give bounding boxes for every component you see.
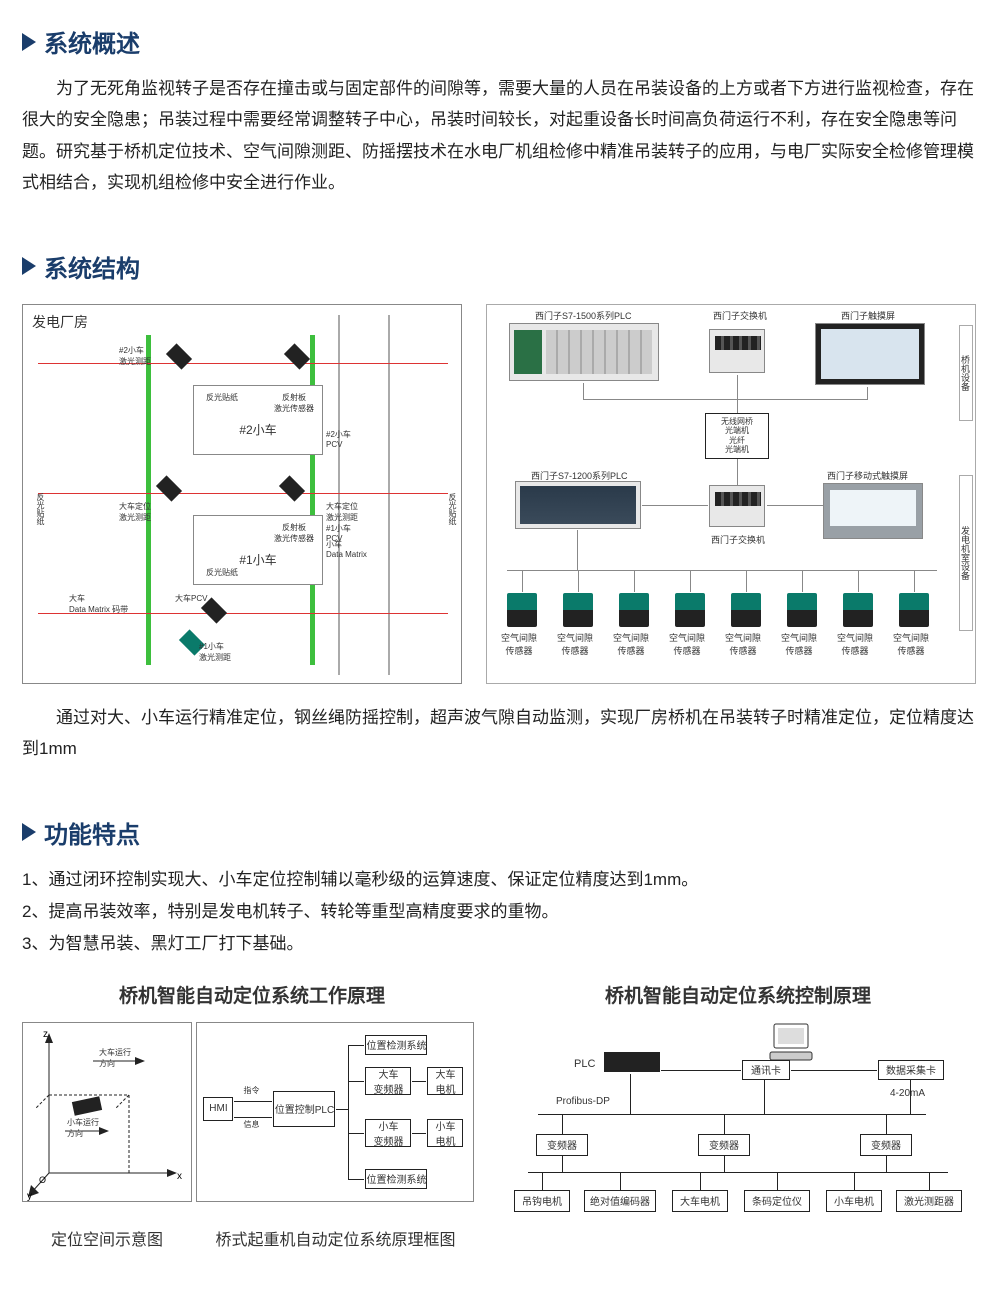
feature-1: 1、通过闭环控制实现大、小车定位控制辅以毫秒级的运算速度、保证定位精度达到1mm… — [22, 864, 978, 896]
sensor-icon — [166, 343, 192, 369]
air-sensor-icon — [619, 593, 649, 627]
section-header-features: 功能特点 — [22, 815, 978, 850]
computer-icon — [768, 1022, 814, 1062]
air-sensor-icon — [507, 593, 537, 627]
plc-1200 — [515, 481, 641, 529]
svg-text:O: O — [39, 1175, 46, 1185]
section-header-overview: 系统概述 — [22, 24, 978, 59]
coord-diagram: zxy O 大车运行 方向 小车运行 方向 — [22, 1022, 192, 1202]
caption-1: 定位空间示意图 — [22, 1226, 192, 1250]
caption-2: 桥式起重机自动定位系统原理框图 — [196, 1226, 474, 1250]
triangle-icon — [22, 257, 36, 275]
plc-icon — [604, 1052, 660, 1072]
triangle-icon — [22, 823, 36, 841]
sensor-icon — [279, 475, 305, 501]
plant-title: 发电厂房 — [32, 312, 88, 332]
bt-title-right: 桥机智能自动定位系统控制原理 — [498, 981, 978, 1008]
wireless-box: 无线网桥 光端机 光纤 光端机 — [705, 413, 769, 459]
label-plc1500: 西门子S7-1500系列PLC — [535, 309, 632, 322]
cart1-box: #1小车 反光贴纸 反射板激光传感器 — [193, 515, 323, 585]
plant-diagram: 发电厂房 #2小车 反光贴纸 反射板激光传感器 #1小车 反光贴纸 反射板激光传… — [22, 304, 462, 684]
plc-1500 — [509, 323, 659, 381]
side-label-top: 桥机设备 — [959, 325, 973, 421]
title-structure: 系统结构 — [44, 249, 140, 284]
gray-line — [338, 315, 340, 675]
rail-green — [146, 335, 151, 665]
label-switch-top: 西门子交换机 — [713, 309, 767, 322]
sensor-icon — [284, 343, 310, 369]
section-header-structure: 系统结构 — [22, 249, 978, 284]
cart1-label: #1小车 — [239, 553, 276, 567]
control-diagram: PLC 通讯卡 数据采集卡 Profibus-DP 4-20mA 变频器 变频器… — [498, 1022, 978, 1222]
sensor-icon — [156, 475, 182, 501]
cart2-box: #2小车 反光贴纸 反射板激光传感器 — [193, 385, 323, 455]
beam-red — [38, 493, 448, 495]
svg-text:z: z — [43, 1029, 48, 1040]
title-features: 功能特点 — [44, 815, 140, 850]
overview-paragraph: 为了无死角监视转子是否存在撞击或与固定部件的间隙等，需要大量的人员在吊装设备的上… — [22, 73, 978, 199]
label-plc1200: 西门子S7-1200系列PLC — [531, 469, 628, 482]
beam-red — [38, 363, 448, 365]
side-label-bot: 发电机室设备 — [959, 475, 973, 631]
hmi-mobile — [823, 483, 923, 539]
air-sensor-icon — [843, 593, 873, 627]
svg-text:y: y — [27, 1191, 32, 1202]
triangle-icon — [22, 33, 36, 51]
label-hmi-top: 西门子触摸屏 — [841, 309, 895, 322]
title-overview: 系统概述 — [44, 24, 140, 59]
switch-top — [709, 329, 765, 373]
air-sensor-icon — [787, 593, 817, 627]
label-hmi-mid: 西门子移动式触摸屏 — [827, 469, 908, 482]
bt-title-left: 桥机智能自动定位系统工作原理 — [22, 981, 482, 1008]
svg-text:x: x — [177, 1171, 182, 1182]
cart2-label: #2小车 — [239, 423, 276, 437]
structure-diagrams: 发电厂房 #2小车 反光贴纸 反射板激光传感器 #1小车 反光贴纸 反射板激光传… — [22, 304, 978, 684]
network-diagram: 西门子S7-1500系列PLC 西门子交换机 西门子触摸屏 无线网桥 光端机 光… — [486, 304, 976, 684]
bottom-diagrams: 桥机智能自动定位系统工作原理 zxy O 大车运行 方向 — [22, 981, 978, 1250]
feature-2: 2、提高吊装效率，特别是发电机转子、转轮等重型高精度要求的重物。 — [22, 896, 978, 928]
air-sensor-icon — [899, 593, 929, 627]
label-switch-mid: 西门子交换机 — [711, 533, 765, 546]
structure-paragraph: 通过对大、小车运行精准定位，钢丝绳防摇控制，超声波气隙自动监测，实现厂房桥机在吊… — [22, 702, 978, 765]
air-sensor-icon — [563, 593, 593, 627]
hmi-top — [815, 323, 925, 385]
gray-line — [388, 315, 390, 675]
flow-diagram: HMI 位置控制PLC 位置检测系统 大车 变频器 大车 电机 小车 变频器 小… — [196, 1022, 474, 1202]
feature-3: 3、为智慧吊装、黑灯工厂打下基础。 — [22, 928, 978, 960]
air-sensor-icon — [675, 593, 705, 627]
air-sensor-icon — [731, 593, 761, 627]
switch-mid — [709, 485, 765, 527]
